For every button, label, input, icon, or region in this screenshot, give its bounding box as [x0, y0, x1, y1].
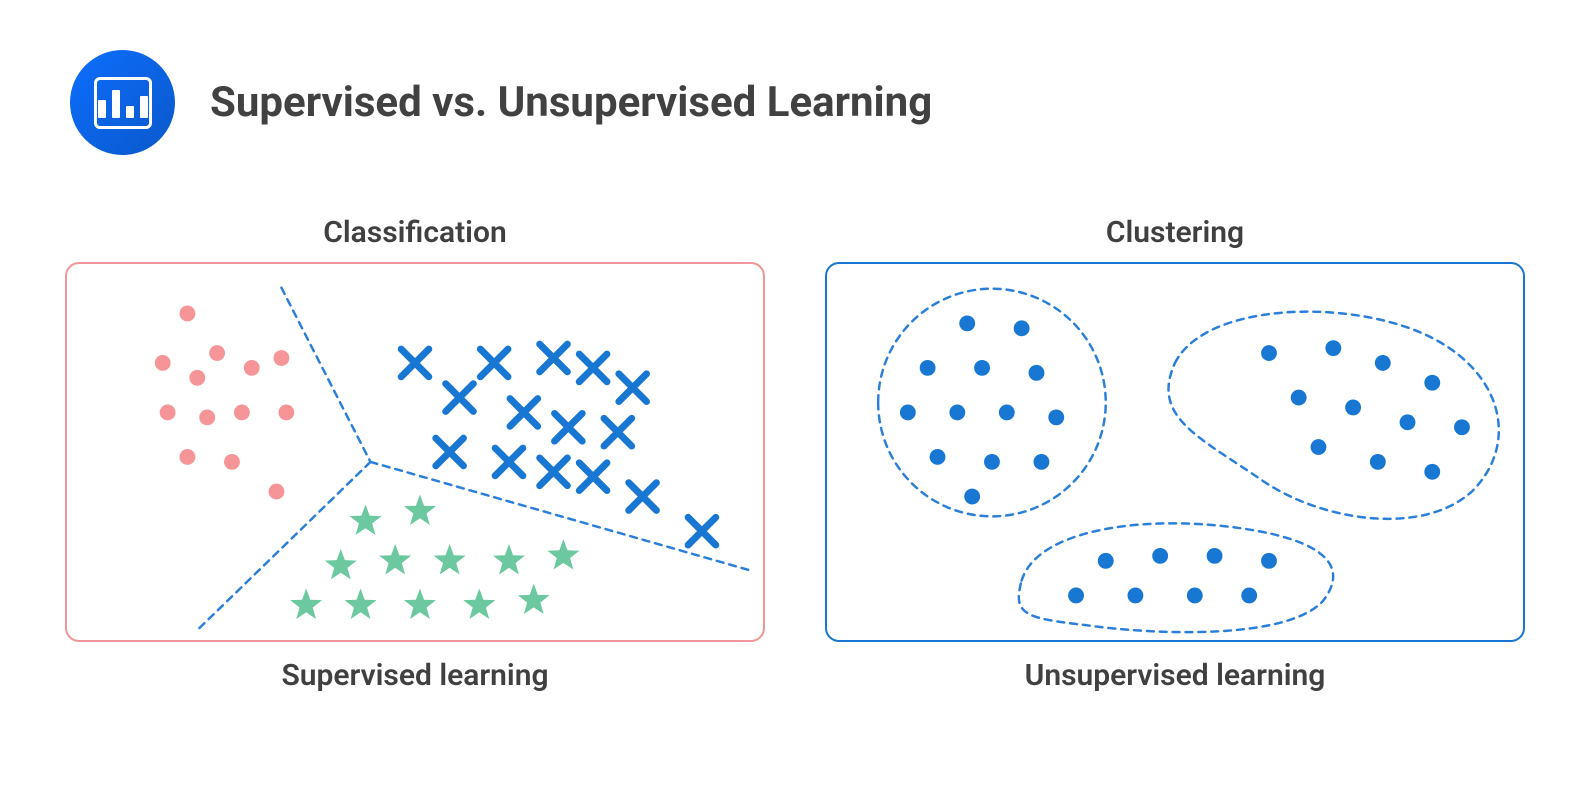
panels-row: Classification Supervised learning Clust… — [0, 155, 1590, 693]
page-title: Supervised vs. Unsupervised Learning — [210, 78, 932, 127]
right-panel-wrap: Clustering Unsupervised learning — [825, 215, 1525, 693]
right-panel-bottom-label: Unsupervised learning — [1025, 658, 1326, 693]
classification-panel — [65, 262, 765, 642]
bar-chart-icon — [94, 77, 152, 129]
clustering-diagram — [827, 264, 1523, 640]
left-panel-wrap: Classification Supervised learning — [65, 215, 765, 693]
left-panel-bottom-label: Supervised learning — [281, 658, 548, 693]
clustering-panel — [825, 262, 1525, 642]
right-panel-top-label: Clustering — [1106, 215, 1244, 250]
logo-bar-1 — [98, 100, 106, 118]
logo-bar-3 — [126, 106, 134, 118]
logo-bar-4 — [140, 96, 148, 118]
logo-bar-2 — [112, 90, 120, 118]
logo-badge — [70, 50, 175, 155]
header: Supervised vs. Unsupervised Learning — [0, 0, 1590, 155]
classification-diagram — [67, 264, 763, 640]
left-panel-top-label: Classification — [323, 215, 506, 250]
